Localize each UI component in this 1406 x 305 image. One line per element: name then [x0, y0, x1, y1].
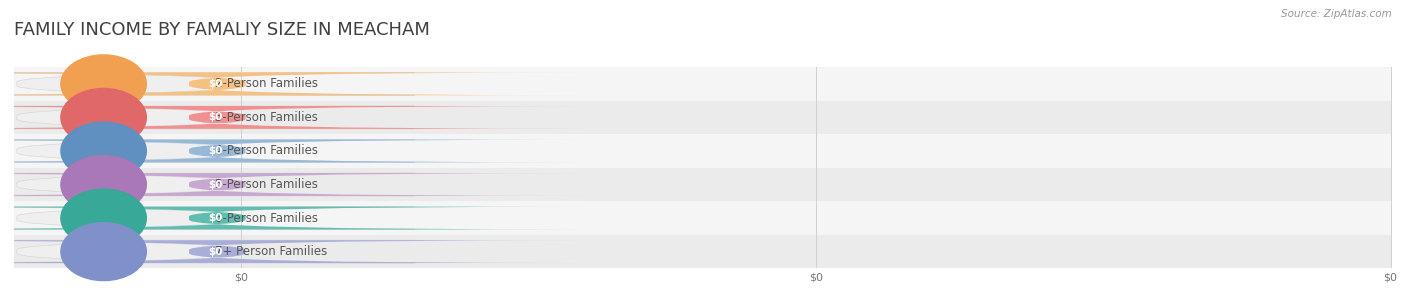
Text: $0: $0 [208, 213, 222, 223]
FancyBboxPatch shape [14, 235, 1392, 268]
FancyBboxPatch shape [0, 173, 588, 196]
Text: 4-Person Families: 4-Person Families [215, 145, 318, 157]
FancyBboxPatch shape [0, 140, 588, 162]
FancyBboxPatch shape [14, 168, 1392, 201]
Text: 7+ Person Families: 7+ Person Families [215, 245, 328, 258]
FancyBboxPatch shape [14, 201, 1392, 235]
Text: $0: $0 [208, 113, 222, 122]
FancyBboxPatch shape [14, 101, 1392, 134]
Text: $0: $0 [208, 146, 222, 156]
Text: Source: ZipAtlas.com: Source: ZipAtlas.com [1281, 9, 1392, 19]
Ellipse shape [60, 88, 146, 146]
Text: 5-Person Families: 5-Person Families [215, 178, 318, 191]
Text: $0: $0 [208, 180, 222, 189]
FancyBboxPatch shape [14, 134, 1392, 168]
FancyBboxPatch shape [0, 207, 588, 229]
FancyBboxPatch shape [0, 73, 588, 95]
FancyBboxPatch shape [0, 240, 588, 263]
FancyBboxPatch shape [0, 106, 415, 129]
FancyBboxPatch shape [0, 173, 415, 196]
FancyBboxPatch shape [14, 67, 1392, 101]
Text: $0: $0 [208, 79, 222, 89]
FancyBboxPatch shape [0, 240, 415, 263]
Text: $0: $0 [208, 247, 222, 257]
FancyBboxPatch shape [0, 73, 415, 95]
Ellipse shape [60, 189, 146, 247]
FancyBboxPatch shape [0, 106, 588, 129]
Text: 3-Person Families: 3-Person Families [215, 111, 318, 124]
Ellipse shape [60, 156, 146, 214]
Ellipse shape [60, 223, 146, 281]
Ellipse shape [60, 122, 146, 180]
FancyBboxPatch shape [0, 207, 415, 229]
Text: 2-Person Families: 2-Person Families [215, 77, 318, 90]
Ellipse shape [60, 55, 146, 113]
Text: 6-Person Families: 6-Person Families [215, 212, 318, 224]
FancyBboxPatch shape [0, 140, 415, 162]
Text: FAMILY INCOME BY FAMALIY SIZE IN MEACHAM: FAMILY INCOME BY FAMALIY SIZE IN MEACHAM [14, 21, 430, 39]
